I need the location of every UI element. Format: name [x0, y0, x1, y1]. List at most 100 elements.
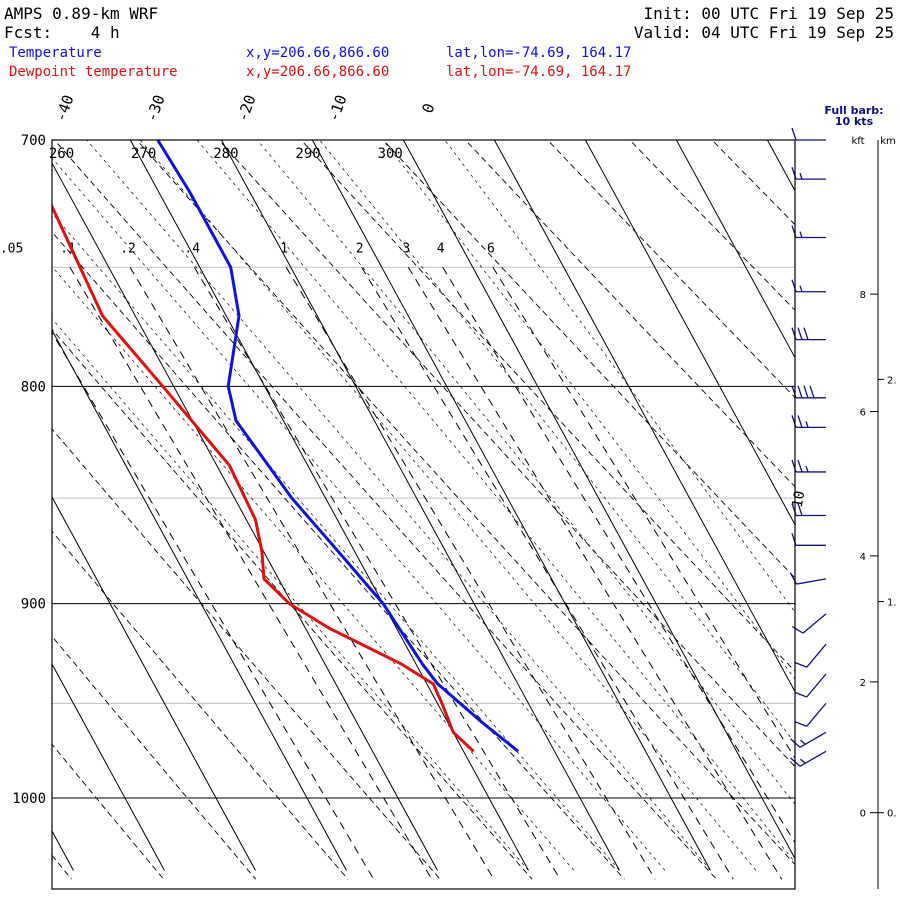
isotherm-line — [402, 140, 795, 860]
wind-barb-half — [805, 421, 809, 428]
pressure-tick-label: 700 — [21, 133, 46, 149]
wind-barb-full — [797, 385, 803, 399]
isotherm-line — [311, 140, 711, 871]
wind-barb-half — [800, 739, 806, 745]
model-title: AMPS 0.89-km WRF — [4, 4, 158, 23]
dry-adiabat-label: 300 — [378, 146, 403, 162]
legend-temperature-coords: x,y=206.66,866.60 — [246, 45, 389, 61]
wind-barb-full — [794, 691, 807, 698]
dry-adiabat-line — [300, 140, 795, 672]
mixing-ratio-lines — [52, 267, 795, 880]
sounding-profiles — [52, 140, 520, 753]
barb-key-line1: Full barb: — [824, 104, 883, 117]
barb-key-line2: 10 kts — [835, 115, 874, 128]
init-time: Init: 00 UTC Fri 19 Sep 25 — [644, 4, 894, 23]
isotherm-tick-label: -10 — [324, 92, 350, 124]
dry-adiabat-line — [52, 328, 533, 880]
isotherm-tick-label: -40 — [51, 92, 77, 124]
mixing-ratio-line — [492, 267, 795, 760]
dry-adiabat-line — [52, 635, 257, 880]
dry-adiabat-line — [52, 743, 164, 880]
wind-barb-full — [803, 385, 809, 399]
mixing-ratio-line — [285, 267, 656, 880]
dry-adiabat-label: 280 — [213, 146, 238, 162]
isotherm-line — [675, 140, 795, 359]
mixing-ratio-line — [442, 267, 795, 844]
isotherm-tick-label: -30 — [142, 92, 168, 124]
wind-barbs — [789, 127, 827, 767]
wind-barb-staff — [806, 702, 827, 727]
legend-dewpoint-coords: x,y=206.66,866.60 — [246, 64, 389, 80]
kft-tick-label: 2 — [860, 678, 866, 689]
moist-adiabat-label: 10 — [790, 490, 809, 509]
mixing-ratio-label: 4 — [437, 241, 445, 256]
wind-barb — [790, 731, 827, 748]
dry-adiabat-line — [382, 140, 795, 579]
mixing-ratio-line — [52, 331, 375, 880]
isotherm-line — [52, 663, 165, 871]
kft-axis-title: kft — [851, 136, 864, 147]
kft-tick-label: 0 — [860, 809, 866, 820]
pressure-tick-label: 1000 — [12, 791, 46, 807]
wind-barb — [794, 643, 827, 668]
wind-barb — [791, 415, 826, 429]
moist-adiabat-line — [52, 212, 620, 871]
wind-barb-half — [805, 465, 809, 473]
wind-barb-half — [799, 172, 803, 180]
wind-barb — [791, 385, 826, 399]
wind-barb-full — [794, 721, 807, 727]
isotherm-line — [858, 140, 900, 870]
moist-adiabat-line — [256, 140, 795, 805]
moist-adiabat-line — [382, 140, 795, 680]
wind-barb-half — [799, 231, 803, 238]
moist-adiabat-line — [52, 318, 529, 871]
mixing-ratio-label: 2 — [356, 241, 364, 256]
wind-barb — [789, 572, 827, 585]
moist-adiabat-line — [319, 140, 795, 744]
wind-barb — [791, 127, 826, 141]
mixing-ratio-label: .05 — [0, 241, 23, 256]
moist-adiabat-line — [52, 157, 666, 871]
km-axis-title: km — [880, 136, 896, 147]
isobar-minor-lines — [52, 266, 795, 704]
wind-barb-full — [797, 459, 803, 473]
mixing-ratio-label: .2 — [120, 241, 136, 256]
pressure-tick-label: 800 — [21, 379, 46, 395]
wind-barb-half — [799, 285, 803, 292]
wind-barb — [790, 750, 827, 767]
mixing-ratio-label: 1 — [280, 241, 288, 256]
wind-barb-full — [791, 625, 804, 634]
valid-time: Valid: 04 UTC Fri 19 Sep 25 — [634, 23, 894, 42]
wind-barb-full — [791, 127, 797, 141]
kft-tick-label: 8 — [860, 290, 866, 301]
height-scale: 8 6 4 2 0 2. 1. 0. — [860, 140, 897, 889]
dry-adiabat-line — [629, 140, 795, 311]
dry-adiabat-label: 260 — [49, 146, 74, 162]
isotherm-tick-label: 0 — [418, 101, 438, 116]
moist-adiabat-line — [444, 140, 795, 613]
moist-adiabat-line — [196, 140, 795, 863]
dewpoint-profile-line — [52, 203, 475, 753]
dry-adiabat-line — [850, 114, 900, 880]
wind-barb-full — [797, 415, 803, 428]
mixing-ratio-label: 3 — [402, 241, 410, 256]
isotherm-line — [52, 496, 256, 871]
forecast-hour: Fcst: 4 h — [4, 23, 120, 42]
moist-adiabat-line — [52, 266, 575, 871]
wind-barb — [794, 673, 827, 698]
isobar-major-lines — [52, 139, 795, 799]
wind-barb — [791, 166, 826, 180]
legend-dewpoint-label: Dewpoint temperature — [9, 64, 178, 80]
wind-barb — [791, 225, 826, 239]
pressure-tick-label: 900 — [21, 597, 46, 613]
wind-barb — [791, 613, 827, 634]
wind-barb-half — [800, 758, 806, 764]
dry-adiabat-line — [218, 140, 795, 768]
mixing-ratio-label: .4 — [184, 241, 200, 256]
wind-barb-staff — [806, 643, 827, 668]
wind-barb — [791, 533, 826, 546]
wind-barb — [794, 702, 827, 727]
dry-adiabat-line — [52, 231, 625, 880]
moist-adiabat-lines — [52, 140, 795, 871]
kft-tick-label: 6 — [860, 408, 866, 419]
